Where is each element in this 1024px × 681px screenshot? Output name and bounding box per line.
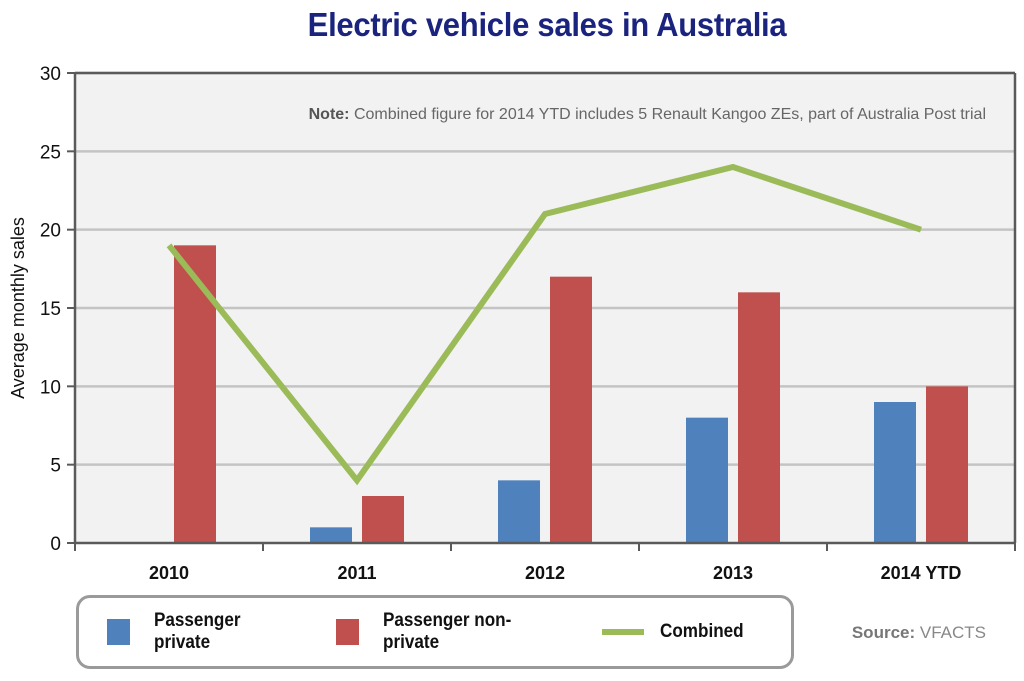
y-tick-label-20: 20 [40, 221, 61, 242]
y-tick-label-15: 15 [40, 299, 61, 320]
legend-item-passenger-private: Passenger private [107, 610, 298, 654]
x-tick-label-2014-ytd: 2014 YTD [881, 563, 962, 583]
combined-line-layer [166, 163, 922, 486]
legend-label-combined: Combined [660, 621, 744, 642]
legend-swatch-passenger-non-private [336, 619, 360, 645]
legend: Passenger private Passenger non-private … [76, 595, 794, 669]
legend-item-combined: Combined [602, 621, 753, 643]
y-tick-label-5: 5 [50, 456, 61, 477]
x-tick-label-2012: 2012 [525, 563, 565, 583]
y-tick-label-30: 30 [40, 64, 61, 85]
bar-passenger-private-2013 [686, 417, 728, 543]
x-tick-label-2011: 2011 [337, 563, 376, 583]
bar-passenger-non-private-2014-ytd [926, 386, 968, 543]
chart-title: Electric vehicle sales in Australia [307, 6, 787, 43]
x-tick-label-2013: 2013 [713, 563, 753, 583]
legend-item-passenger-non-private: Passenger non-private [336, 610, 564, 654]
bar-passenger-private-2011 [310, 527, 352, 543]
x-tick-label-2010: 2010 [149, 563, 189, 583]
bar-passenger-non-private-2010 [174, 245, 216, 544]
source-label: Source: [851, 623, 916, 642]
y-tick-label-10: 10 [40, 377, 61, 398]
note-text: Combined figure for 2014 YTD includes 5 … [353, 106, 986, 123]
axes: 0 5 10 15 20 25 30 2010 2011 2012 2013 2014 YTD [40, 64, 1017, 583]
bar-passenger-private-2012 [498, 480, 540, 543]
legend-line-combined [602, 629, 645, 635]
bar-passenger-private-2014-ytd [874, 402, 916, 543]
bar-passenger-non-private-2012 [550, 276, 592, 543]
note-label: Note: [308, 106, 350, 123]
bars [174, 245, 968, 544]
y-axis-label: Average monthly sales [8, 217, 28, 399]
source-text: VFACTS [919, 623, 986, 642]
chart-note: Note: Combined figure for 2014 YTD inclu… [309, 106, 986, 124]
y-tick-label-0: 0 [50, 534, 61, 555]
bar-passenger-non-private-2013 [738, 292, 780, 543]
legend-label-passenger-non-private: Passenger non-private [383, 610, 512, 653]
line-combined [166, 163, 922, 486]
legend-swatch-passenger-private [107, 619, 130, 645]
y-tick-label-25: 25 [40, 142, 61, 163]
legend-label-passenger-private: Passenger private [153, 610, 241, 653]
chart-plot: 0 5 10 15 20 25 30 2010 2011 2012 2013 2014 YTD Ave… [8, 64, 1017, 583]
chart-source: Source: VFACTS [852, 623, 986, 643]
bar-passenger-non-private-2011 [362, 496, 404, 543]
